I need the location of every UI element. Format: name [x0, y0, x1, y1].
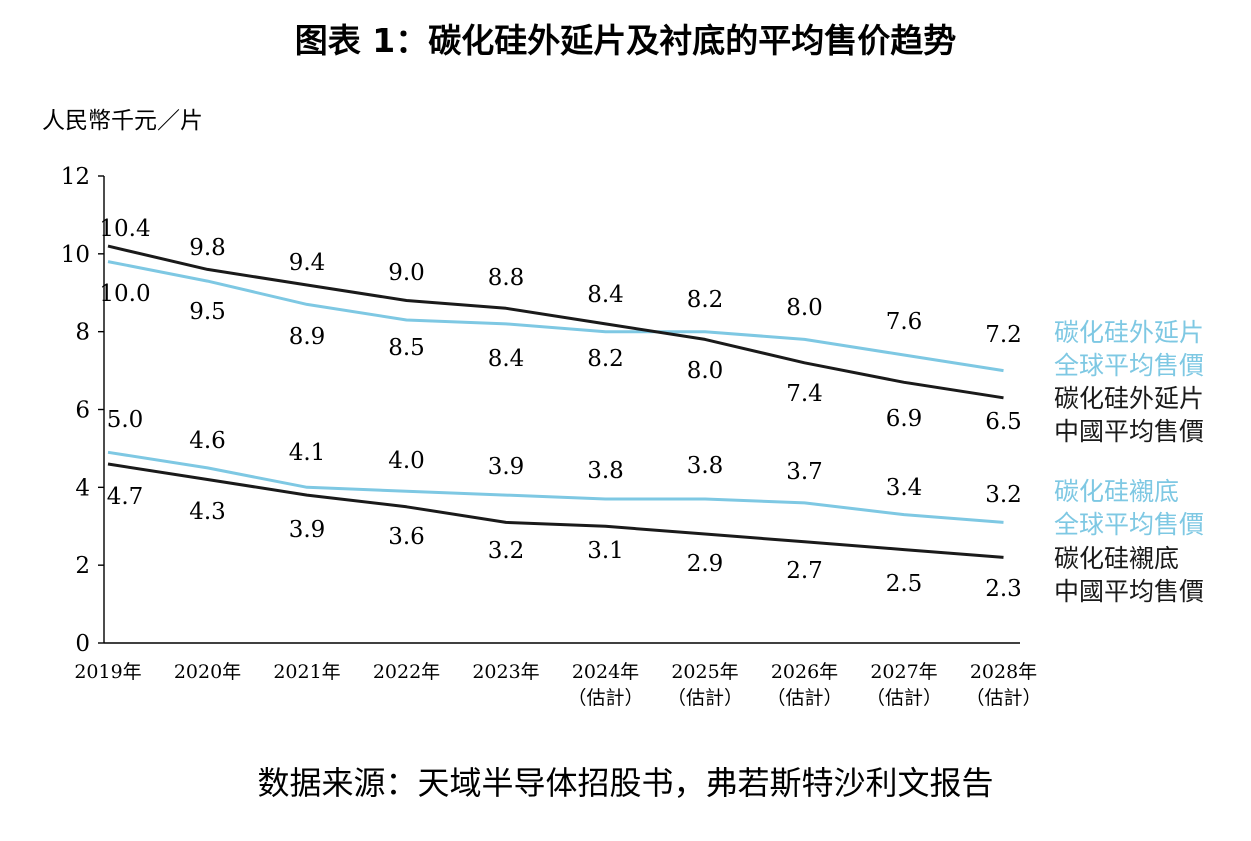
data-label: 8.5 — [388, 335, 425, 361]
x-tick-label: 2028年 — [970, 661, 1037, 683]
data-label: 10.0 — [99, 281, 150, 307]
data-label: 3.9 — [289, 517, 326, 543]
data-label: 2.5 — [886, 571, 923, 597]
data-labels: 10.0 9.5 8.9 8.5 8.4 8.2 8.0 7.4 6.9 6.5 10.4 9.8 9.… — [99, 216, 1021, 602]
series-name-label: 碳化硅襯底 — [1054, 544, 1179, 573]
x-tick-label: 2021年 — [273, 661, 340, 683]
x-tick-note: （估計） — [965, 687, 1041, 709]
series-name-label: 中國平均售價 — [1054, 417, 1204, 446]
data-label: 8.9 — [289, 324, 326, 350]
series-name-label: 碳化硅外延片 — [1054, 384, 1204, 413]
y-tick-label: 2 — [75, 553, 90, 579]
data-label: 3.6 — [388, 524, 425, 550]
data-label: 9.4 — [289, 250, 326, 276]
data-label: 4.0 — [388, 448, 425, 474]
x-tick-labels: 2019年 2020年 2021年 2022年 2023年 2024年 （估計） 2025年 （… — [74, 661, 1041, 709]
x-tick-note: （估計） — [866, 687, 942, 709]
data-label: 8.0 — [687, 358, 724, 384]
data-label: 3.9 — [488, 454, 525, 480]
data-label: 4.1 — [289, 440, 326, 466]
data-label: 7.4 — [786, 381, 823, 407]
data-label: 8.2 — [687, 287, 724, 313]
series-labels: 碳化硅外延片全球平均售價碳化硅外延片中國平均售價碳化硅襯底全球平均售價碳化硅襯底… — [1054, 318, 1204, 606]
y-tick-label: 10 — [61, 242, 90, 268]
y-axis-unit: 人民幣千元／片 — [42, 108, 203, 134]
data-label: 6.5 — [985, 409, 1022, 435]
data-label: 2.3 — [985, 576, 1022, 602]
y-tick-label: 8 — [75, 320, 90, 346]
data-label: 5.0 — [107, 407, 144, 433]
series-lines — [107, 244, 1004, 559]
data-label: 2.7 — [786, 558, 823, 584]
x-tick-label: 2020年 — [174, 661, 241, 683]
series-line — [107, 260, 1004, 373]
y-tick-label: 4 — [75, 475, 90, 501]
data-label: 4.6 — [189, 428, 226, 454]
series-line — [107, 450, 1004, 524]
data-label: 3.2 — [985, 482, 1022, 508]
x-tick-label: 2022年 — [373, 661, 440, 683]
x-tick-label: 2025年 — [671, 661, 738, 683]
data-label: 9.5 — [189, 299, 226, 325]
y-tick-label: 12 — [61, 164, 90, 190]
data-label: 7.2 — [985, 322, 1022, 348]
data-label: 3.2 — [488, 538, 525, 564]
data-label: 3.4 — [886, 475, 923, 501]
series-name-label: 全球平均售價 — [1054, 351, 1204, 380]
data-label: 8.8 — [488, 265, 525, 291]
data-label: 4.3 — [189, 499, 226, 525]
y-ticks: 0 2 4 6 8 10 12 — [61, 164, 104, 657]
x-tick-note: （估計） — [667, 687, 743, 709]
data-label: 8.2 — [587, 346, 624, 372]
data-label: 10.4 — [99, 216, 150, 242]
axes — [103, 176, 1020, 644]
data-label: 7.6 — [886, 309, 923, 335]
series-name-label: 碳化硅襯底 — [1054, 477, 1179, 506]
series-line — [107, 462, 1004, 559]
x-tick-label: 2023年 — [472, 661, 539, 683]
series-name-label: 中國平均售價 — [1054, 577, 1204, 606]
data-label: 9.0 — [388, 260, 425, 286]
series-name-label: 全球平均售價 — [1054, 510, 1204, 539]
x-tick-label: 2024年 — [572, 661, 639, 683]
data-label: 3.8 — [587, 458, 624, 484]
data-label: 3.1 — [587, 538, 624, 564]
data-label: 3.8 — [687, 453, 724, 479]
x-tick-label: 2019年 — [74, 661, 141, 683]
data-label: 9.8 — [189, 235, 226, 261]
data-label: 2.9 — [687, 551, 724, 577]
series-name-label: 碳化硅外延片 — [1054, 318, 1204, 347]
x-tick-label: 2026年 — [771, 661, 838, 683]
data-label: 3.7 — [786, 459, 823, 485]
data-label: 6.9 — [886, 406, 923, 432]
y-tick-label: 0 — [75, 631, 90, 657]
data-label: 8.0 — [786, 295, 823, 321]
x-tick-label: 2027年 — [870, 661, 937, 683]
x-tick-note: （估計） — [766, 687, 842, 709]
data-label: 4.7 — [107, 484, 144, 510]
data-label: 8.4 — [488, 346, 525, 372]
series-line — [107, 244, 1004, 400]
x-tick-note: （估計） — [567, 687, 643, 709]
y-tick-label: 6 — [75, 398, 90, 424]
chart-title: 图表 1：碳化硅外延片及衬底的平均售价趋势 — [294, 21, 957, 60]
data-source: 数据来源：天域半导体招股书，弗若斯特沙利文报告 — [257, 764, 994, 802]
data-label: 8.4 — [587, 282, 624, 308]
